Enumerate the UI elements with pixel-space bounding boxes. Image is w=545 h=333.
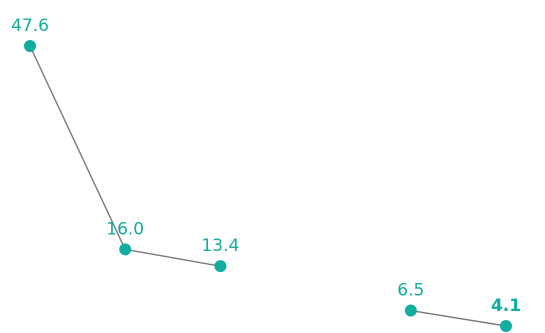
line-segments bbox=[29, 45, 507, 327]
data-label-2: 13.4 bbox=[201, 236, 239, 256]
line-segment-0 bbox=[29, 45, 126, 250]
data-label-4: 4.1 bbox=[491, 296, 521, 316]
data-label-3: 6.5 bbox=[397, 281, 424, 301]
data-point-0 bbox=[24, 40, 36, 52]
data-point-1 bbox=[119, 243, 132, 256]
data-points bbox=[24, 40, 512, 332]
data-point-3 bbox=[404, 304, 417, 317]
data-point-4 bbox=[500, 320, 512, 332]
data-labels: 47.6 16.0 13.4 6.5 4.1 bbox=[11, 16, 521, 316]
line-segment-2 bbox=[410, 309, 507, 327]
data-label-1: 16.0 bbox=[106, 219, 144, 239]
line-segment-1 bbox=[125, 248, 221, 267]
data-point-2 bbox=[214, 260, 227, 273]
data-label-0: 47.6 bbox=[11, 16, 49, 36]
